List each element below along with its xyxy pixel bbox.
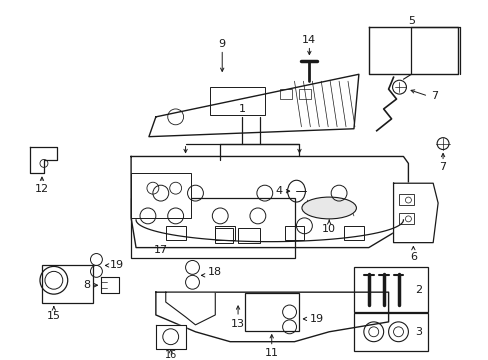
Text: 18: 18: [208, 267, 222, 277]
Polygon shape: [149, 74, 358, 137]
Text: 7: 7: [430, 91, 437, 101]
Polygon shape: [165, 292, 215, 325]
Text: 7: 7: [439, 162, 446, 172]
Bar: [284, 226, 304, 240]
Polygon shape: [156, 325, 185, 348]
Polygon shape: [393, 183, 437, 243]
Text: 14: 14: [302, 35, 316, 45]
Polygon shape: [131, 157, 407, 248]
Bar: [244, 293, 299, 331]
Text: 4: 4: [275, 186, 282, 196]
Text: 1: 1: [238, 104, 245, 114]
Bar: [299, 89, 311, 99]
Text: 11: 11: [264, 347, 278, 357]
Bar: [238, 228, 259, 243]
Bar: [131, 198, 294, 257]
Text: 10: 10: [322, 224, 335, 234]
Bar: [210, 87, 264, 115]
Text: 6: 6: [409, 252, 416, 261]
Text: 19: 19: [309, 314, 324, 324]
Text: 17: 17: [153, 244, 167, 255]
Bar: [279, 89, 291, 99]
Bar: [353, 267, 427, 312]
Text: 9: 9: [218, 39, 225, 49]
Text: 15: 15: [47, 311, 61, 321]
Bar: [165, 226, 185, 240]
Text: 8: 8: [83, 280, 90, 290]
Polygon shape: [101, 277, 119, 293]
Bar: [42, 265, 93, 303]
Bar: [344, 226, 363, 240]
Text: 2: 2: [414, 285, 421, 295]
Text: 16: 16: [164, 350, 177, 360]
Bar: [215, 228, 233, 243]
Bar: [131, 173, 190, 218]
Text: 3: 3: [414, 327, 421, 337]
Bar: [215, 226, 235, 240]
Text: 13: 13: [231, 319, 244, 329]
Bar: [398, 194, 413, 205]
Polygon shape: [156, 292, 388, 342]
Polygon shape: [30, 147, 57, 173]
Ellipse shape: [301, 197, 356, 219]
Bar: [353, 313, 427, 351]
Bar: [398, 213, 413, 224]
Text: 5: 5: [407, 16, 414, 26]
Text: 19: 19: [110, 260, 124, 270]
Text: 12: 12: [35, 184, 49, 194]
